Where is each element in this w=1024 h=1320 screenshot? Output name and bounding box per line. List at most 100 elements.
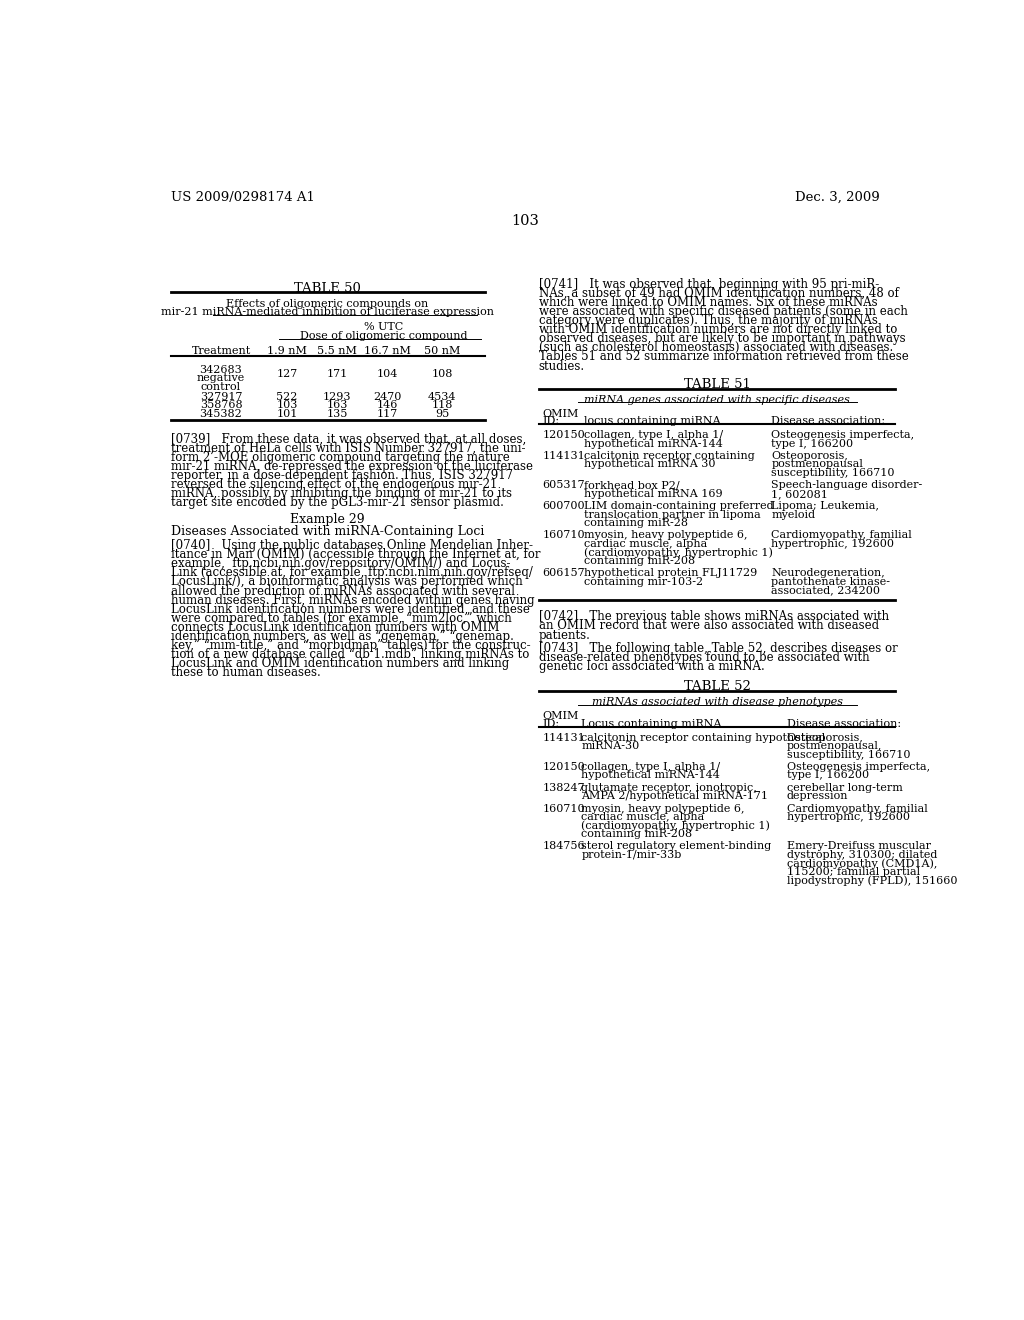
Text: 117: 117 xyxy=(377,409,398,418)
Text: 1, 602081: 1, 602081 xyxy=(771,488,828,499)
Text: allowed the prediction of miRNAs associated with several: allowed the prediction of miRNAs associa… xyxy=(171,585,515,598)
Text: 115200; familial partial: 115200; familial partial xyxy=(786,867,920,876)
Text: Disease association:: Disease association: xyxy=(786,719,901,729)
Text: ID:: ID: xyxy=(543,416,560,426)
Text: reversed the silencing effect of the endogenous mir-21: reversed the silencing effect of the end… xyxy=(171,478,497,491)
Text: form 2’-MOE oligomeric compound targeting the mature: form 2’-MOE oligomeric compound targetin… xyxy=(171,450,509,463)
Text: US 2009/0298174 A1: US 2009/0298174 A1 xyxy=(171,191,314,203)
Text: hypothetical miRNA 30: hypothetical miRNA 30 xyxy=(584,459,715,470)
Text: containing miR-28: containing miR-28 xyxy=(584,517,688,528)
Text: 114131: 114131 xyxy=(543,733,586,743)
Text: LocusLink/), a bioinformatic analysis was performed which: LocusLink/), a bioinformatic analysis wa… xyxy=(171,576,522,589)
Text: locus containing miRNA: locus containing miRNA xyxy=(584,416,720,426)
Text: dystrophy, 310300; dilated: dystrophy, 310300; dilated xyxy=(786,850,937,859)
Text: Emery-Dreifuss muscular: Emery-Dreifuss muscular xyxy=(786,841,931,851)
Text: AMPA 2/hypothetical miRNA-171: AMPA 2/hypothetical miRNA-171 xyxy=(582,791,768,801)
Text: LocusLink and OMIM identification numbers and linking: LocusLink and OMIM identification number… xyxy=(171,657,509,671)
Text: 120150: 120150 xyxy=(543,430,586,440)
Text: (cardiomyopathy, hypertrophic 1): (cardiomyopathy, hypertrophic 1) xyxy=(582,821,770,832)
Text: hypothetical miRNA-144: hypothetical miRNA-144 xyxy=(584,438,723,449)
Text: genetic loci associated with a miRNA.: genetic loci associated with a miRNA. xyxy=(539,660,765,673)
Text: with OMIM identification numbers are not directly linked to: with OMIM identification numbers are not… xyxy=(539,323,897,337)
Text: 103: 103 xyxy=(511,214,539,228)
Text: 138247: 138247 xyxy=(543,783,586,793)
Text: collagen, type I, alpha 1/: collagen, type I, alpha 1/ xyxy=(584,430,723,440)
Text: mir-21 miRNA-mediated inhibition of luciferase expression: mir-21 miRNA-mediated inhibition of luci… xyxy=(161,308,494,317)
Text: containing miR-208: containing miR-208 xyxy=(584,556,695,566)
Text: Effects of oligomeric compounds on: Effects of oligomeric compounds on xyxy=(226,298,429,309)
Text: Treatment: Treatment xyxy=(191,346,251,356)
Text: NAs, a subset of 49 had OMIM identification numbers, 48 of: NAs, a subset of 49 had OMIM identificat… xyxy=(539,286,899,300)
Text: myosin, heavy polypeptide 6,: myosin, heavy polypeptide 6, xyxy=(582,804,744,813)
Text: translocation partner in lipoma: translocation partner in lipoma xyxy=(584,510,761,520)
Text: itance in Man (OMIM) (accessible through the Internet at, for: itance in Man (OMIM) (accessible through… xyxy=(171,548,540,561)
Text: Speech-language disorder-: Speech-language disorder- xyxy=(771,480,923,490)
Text: 4534: 4534 xyxy=(428,392,456,401)
Text: 104: 104 xyxy=(377,370,398,379)
Text: (cardiomyopathy, hypertrophic 1): (cardiomyopathy, hypertrophic 1) xyxy=(584,548,772,558)
Text: hypothetical protein FLJ11729: hypothetical protein FLJ11729 xyxy=(584,568,757,578)
Text: human diseases. First, miRNAs encoded within genes having: human diseases. First, miRNAs encoded wi… xyxy=(171,594,535,607)
Text: Dec. 3, 2009: Dec. 3, 2009 xyxy=(795,191,880,203)
Text: Cardiomyopathy, familial: Cardiomyopathy, familial xyxy=(771,531,912,540)
Text: 1.9 nM: 1.9 nM xyxy=(267,346,307,356)
Text: 5.5 nM: 5.5 nM xyxy=(317,346,357,356)
Text: 606157: 606157 xyxy=(543,568,586,578)
Text: hypothetical miRNA 169: hypothetical miRNA 169 xyxy=(584,488,722,499)
Text: Osteoporosis,: Osteoporosis, xyxy=(786,733,863,743)
Text: miRNAs associated with disease phenotypes: miRNAs associated with disease phenotype… xyxy=(592,697,843,708)
Text: tion of a new database called “db 1.mdb” linking miRNAs to: tion of a new database called “db 1.mdb”… xyxy=(171,648,529,661)
Text: [0739]   From these data, it was observed that, at all doses,: [0739] From these data, it was observed … xyxy=(171,433,526,446)
Text: which were linked to OMIM names. Six of these miRNAs: which were linked to OMIM names. Six of … xyxy=(539,296,878,309)
Text: were associated with specific diseased patients (some in each: were associated with specific diseased p… xyxy=(539,305,907,318)
Text: identification numbers, as well as “genemap,” “genemap.: identification numbers, as well as “gene… xyxy=(171,630,513,643)
Text: disease-related phenotypes found to be associated with: disease-related phenotypes found to be a… xyxy=(539,651,869,664)
Text: 135: 135 xyxy=(327,409,348,418)
Text: (such as cholesterol homeostasis) associated with diseases.: (such as cholesterol homeostasis) associ… xyxy=(539,342,893,354)
Text: 127: 127 xyxy=(276,370,298,379)
Text: depression: depression xyxy=(786,791,848,801)
Text: % UTC: % UTC xyxy=(365,322,403,333)
Text: Osteoporosis,: Osteoporosis, xyxy=(771,451,848,461)
Text: OMIM: OMIM xyxy=(543,409,579,418)
Text: these to human diseases.: these to human diseases. xyxy=(171,667,321,680)
Text: Disease association:: Disease association: xyxy=(771,416,886,426)
Text: containing miR-208: containing miR-208 xyxy=(582,829,692,840)
Text: 184756: 184756 xyxy=(543,841,586,851)
Text: 114131: 114131 xyxy=(543,451,586,461)
Text: 160710: 160710 xyxy=(543,804,586,813)
Text: pantothenate kinase-: pantothenate kinase- xyxy=(771,577,890,586)
Text: LIM domain-containing preferred: LIM domain-containing preferred xyxy=(584,502,773,511)
Text: treatment of HeLa cells with ISIS Number 327917, the uni-: treatment of HeLa cells with ISIS Number… xyxy=(171,442,525,454)
Text: glutamate receptor, ionotropic,: glutamate receptor, ionotropic, xyxy=(582,783,757,793)
Text: miRNA genes associated with specific diseases: miRNA genes associated with specific dis… xyxy=(584,395,850,405)
Text: miRNA, possibly by inhibiting the binding of mir-21 to its: miRNA, possibly by inhibiting the bindin… xyxy=(171,487,512,500)
Text: key,” “mim-title,” and “morbidmap” tables) for the construc-: key,” “mim-title,” and “morbidmap” table… xyxy=(171,639,530,652)
Text: Diseases Associated with miRNA-Containing Loci: Diseases Associated with miRNA-Containin… xyxy=(171,525,484,539)
Text: patients.: patients. xyxy=(539,628,591,642)
Text: control: control xyxy=(201,381,241,392)
Text: myosin, heavy polypeptide 6,: myosin, heavy polypeptide 6, xyxy=(584,531,748,540)
Text: 146: 146 xyxy=(377,400,398,411)
Text: 600700: 600700 xyxy=(543,502,586,511)
Text: 103: 103 xyxy=(276,400,298,411)
Text: 327917: 327917 xyxy=(200,392,243,401)
Text: postmenopausal,: postmenopausal, xyxy=(786,741,882,751)
Text: hypertrophic, 192600: hypertrophic, 192600 xyxy=(786,812,909,822)
Text: type I, 166200: type I, 166200 xyxy=(771,438,853,449)
Text: postmenopausal: postmenopausal xyxy=(771,459,863,470)
Text: 2470: 2470 xyxy=(374,392,401,401)
Text: 118: 118 xyxy=(431,400,453,411)
Text: 171: 171 xyxy=(327,370,348,379)
Text: 95: 95 xyxy=(435,409,449,418)
Text: category were duplicates). Thus, the majority of miRNAs: category were duplicates). Thus, the maj… xyxy=(539,314,878,327)
Text: [0742]   The previous table shows miRNAs associated with: [0742] The previous table shows miRNAs a… xyxy=(539,610,889,623)
Text: sterol regulatory element-binding: sterol regulatory element-binding xyxy=(582,841,772,851)
Text: 50 nM: 50 nM xyxy=(424,346,460,356)
Text: 163: 163 xyxy=(327,400,348,411)
Text: Neurodegeneration,: Neurodegeneration, xyxy=(771,568,885,578)
Text: TABLE 50: TABLE 50 xyxy=(294,281,361,294)
Text: 160710: 160710 xyxy=(543,531,586,540)
Text: example,  ftp.ncbi.nih.gov/repository/OMIM/) and Locus-: example, ftp.ncbi.nih.gov/repository/OMI… xyxy=(171,557,510,570)
Text: 522: 522 xyxy=(276,392,298,401)
